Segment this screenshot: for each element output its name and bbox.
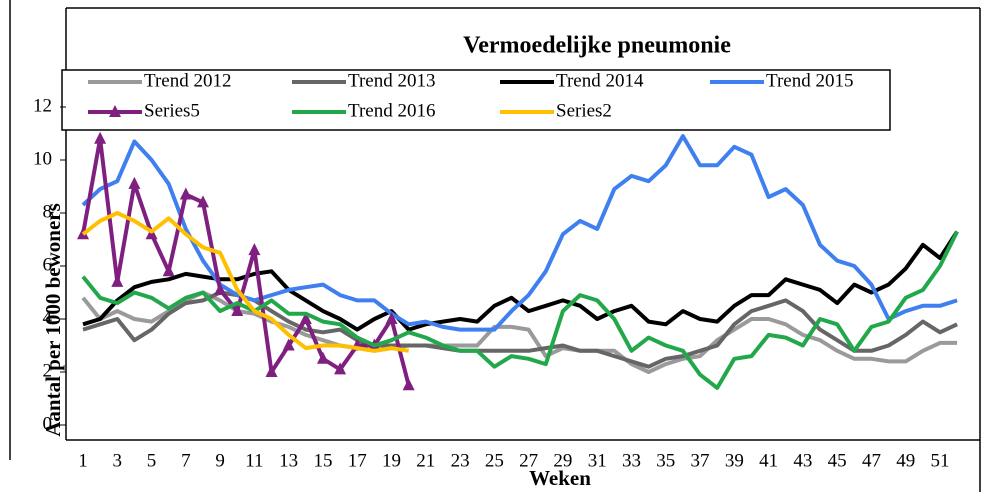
x-tick-label: 25 [485, 450, 504, 471]
series-marker [402, 378, 415, 391]
x-tick-label: 49 [896, 450, 915, 471]
legend-label: Trend 2012 [144, 70, 231, 91]
legend-label: Trend 2013 [348, 70, 435, 91]
y-tick-label: 4 [43, 307, 53, 328]
series-marker [128, 176, 141, 189]
x-tick-label: 1 [78, 450, 88, 471]
x-tick-label: 45 [828, 450, 847, 471]
y-axis-title: Aantal per 1000 bewoners [41, 203, 65, 437]
series-marker [334, 362, 347, 375]
series-marker [214, 282, 227, 295]
series-line [81, 134, 958, 332]
x-tick-label: 3 [113, 450, 123, 471]
x-tick-label: 35 [656, 450, 675, 471]
legend-label: Trend 2015 [766, 70, 853, 91]
x-tick-label: 39 [725, 450, 744, 471]
series-marker [179, 187, 192, 200]
x-tick-label: 17 [348, 450, 367, 471]
x-tick-label: 21 [416, 450, 435, 471]
x-tick-label: 9 [215, 450, 225, 471]
series-marker [231, 304, 244, 317]
x-tick-label: 13 [279, 450, 298, 471]
series-marker [265, 365, 278, 377]
y-tick-label: 6 [43, 254, 53, 275]
y-tick-label: 12 [33, 95, 52, 116]
x-tick-label: 31 [588, 450, 607, 471]
legend-label: Trend 2016 [348, 100, 435, 121]
x-tick-label: 23 [451, 450, 470, 471]
series-marker [196, 195, 209, 208]
series-marker [162, 264, 175, 277]
x-tick-label: 27 [519, 450, 538, 471]
x-tick-label: 37 [691, 450, 710, 471]
series-line [82, 290, 958, 369]
x-tick-label: 5 [147, 450, 157, 471]
x-tick-label: 19 [382, 450, 401, 471]
series-marker [94, 131, 107, 144]
series-marker [299, 312, 312, 324]
x-tick-label: 41 [759, 450, 778, 471]
y-tick-label: 8 [43, 201, 53, 222]
y-tick-label: 10 [33, 148, 52, 169]
series-line [81, 230, 959, 390]
series-marker [248, 243, 261, 256]
series-marker [385, 312, 398, 324]
x-tick-label: 47 [862, 450, 881, 471]
series-marker [282, 338, 295, 351]
legend-label: Series5 [144, 100, 200, 121]
x-tick-label: 15 [313, 450, 332, 471]
x-tick-label: 43 [793, 450, 812, 471]
y-tick-label: 0 [43, 413, 53, 434]
series-line [81, 211, 410, 353]
series-marker [111, 274, 124, 287]
x-tick-label: 7 [181, 450, 191, 471]
chart-title: Vermoedelijke pneumonie [463, 33, 731, 59]
x-tick-label: 11 [245, 450, 263, 471]
legend-label: Series2 [556, 100, 612, 121]
y-tick-label: 2 [43, 360, 53, 381]
series-marker [316, 351, 329, 364]
legend-marker [109, 105, 121, 117]
legend-label: Trend 2014 [556, 70, 644, 91]
x-tick-label: 29 [553, 450, 572, 471]
x-axis-title: Weken [529, 466, 591, 490]
x-tick-label: 51 [931, 450, 950, 471]
x-tick-label: 33 [622, 450, 641, 471]
